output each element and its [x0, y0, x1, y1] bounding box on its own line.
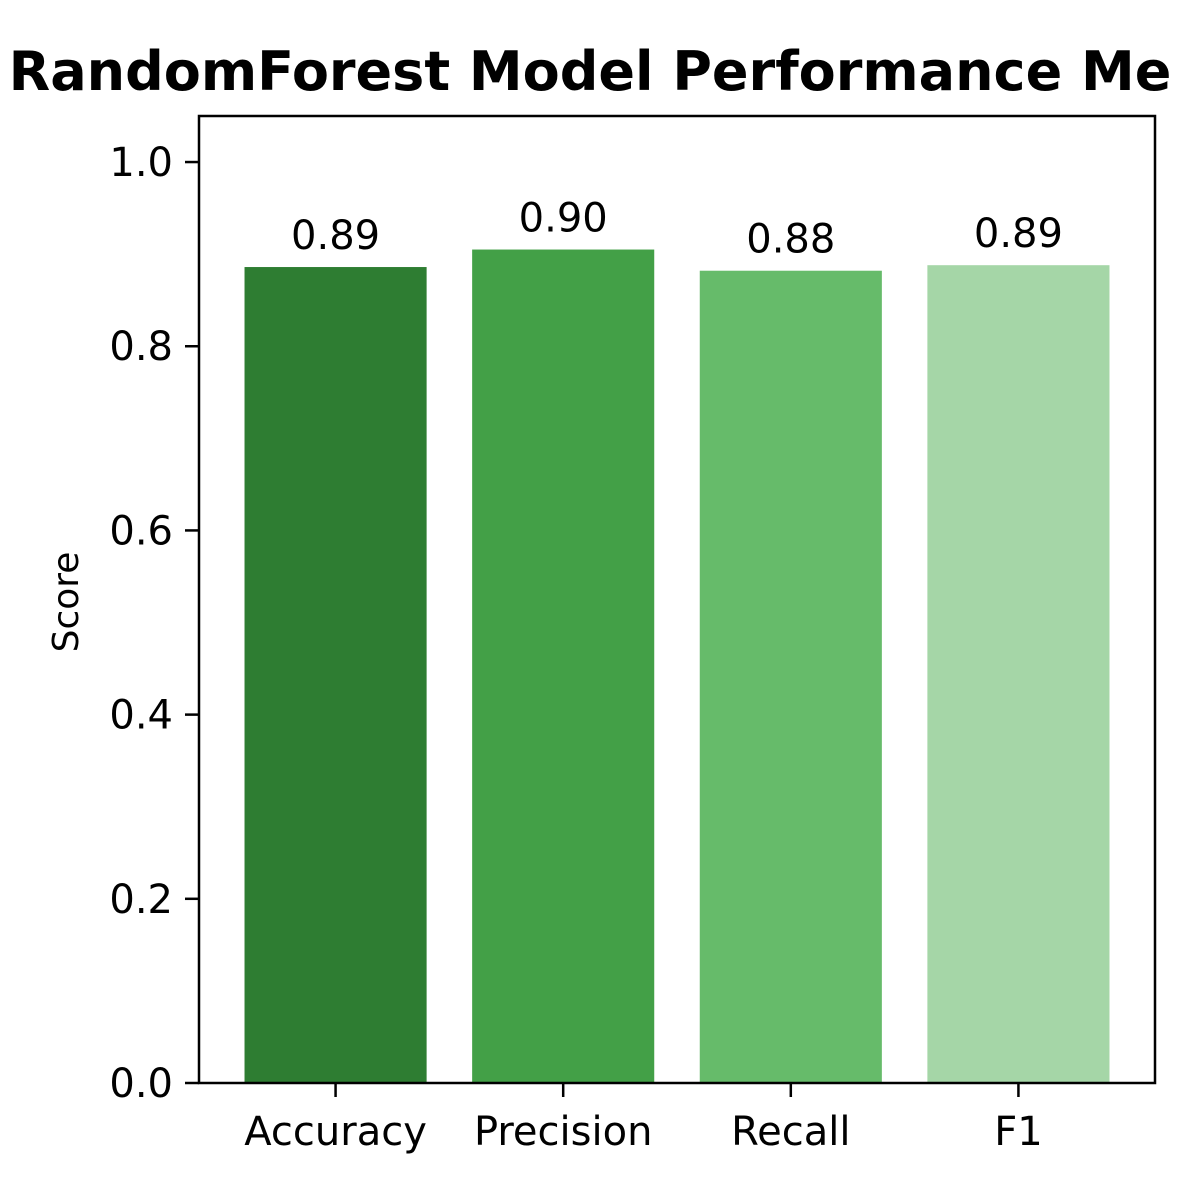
bar-accuracy	[244, 267, 427, 1083]
y-tick-label-4: 0.8	[109, 324, 173, 370]
y-tick-label-2: 0.4	[109, 693, 173, 739]
chart-title: RandomForest Model Performance Me	[9, 40, 1172, 103]
y-tick-label-3: 0.6	[109, 508, 173, 554]
y-tick-label-5: 1.0	[109, 140, 173, 186]
bars-group	[244, 249, 1110, 1084]
data-labels-group: 0.89 0.90 0.88 0.89	[291, 196, 1063, 263]
bar-f1	[927, 265, 1110, 1083]
y-axis-label: Score	[46, 552, 87, 653]
bar-precision	[472, 249, 655, 1084]
x-tick-label-recall: Recall	[731, 1109, 850, 1155]
data-label-accuracy: 0.89	[291, 213, 380, 259]
y-tick-label-0: 0.0	[109, 1061, 173, 1107]
data-label-recall: 0.88	[746, 217, 835, 263]
x-axis: Accuracy Precision Recall F1	[244, 1083, 1043, 1155]
bar-recall	[699, 270, 882, 1084]
data-label-f1: 0.89	[974, 211, 1063, 257]
y-tick-label-1: 0.2	[109, 877, 173, 923]
x-tick-label-f1: F1	[994, 1109, 1042, 1155]
y-axis: 0.0 0.2 0.4 0.6 0.8 1.0	[109, 140, 199, 1107]
x-tick-label-precision: Precision	[474, 1109, 652, 1155]
plot-frame	[197, 114, 1157, 1085]
data-label-precision: 0.90	[519, 196, 608, 242]
x-tick-label-accuracy: Accuracy	[244, 1109, 427, 1155]
